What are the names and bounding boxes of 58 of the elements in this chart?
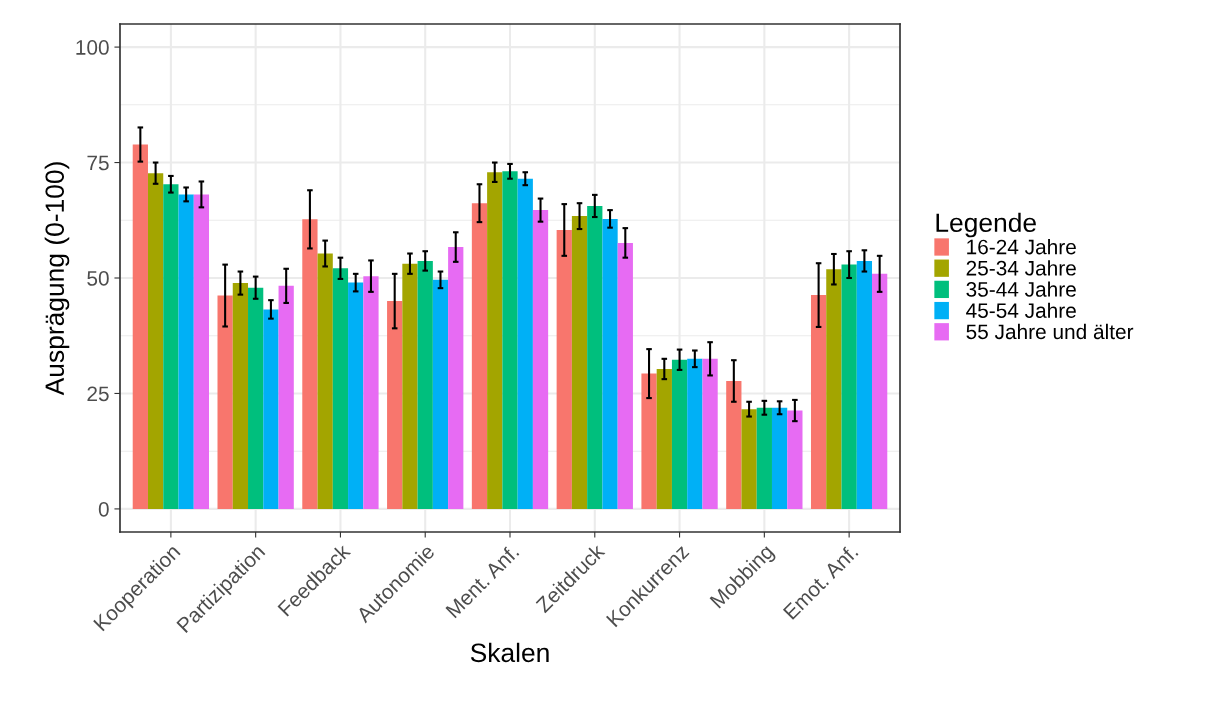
bar bbox=[232, 283, 249, 509]
legend-label: 25-34 Jahre bbox=[966, 260, 1076, 276]
bar bbox=[387, 301, 403, 509]
y-tick-label: 25 bbox=[87, 386, 109, 402]
bar bbox=[348, 282, 364, 509]
bar bbox=[810, 295, 827, 509]
bar bbox=[641, 373, 657, 509]
bar bbox=[556, 229, 572, 509]
bar bbox=[741, 409, 757, 509]
bar bbox=[448, 247, 464, 509]
bar bbox=[263, 309, 279, 509]
bar bbox=[163, 184, 179, 509]
y-axis-title: Ausprägung (0-100) bbox=[44, 162, 70, 396]
bar bbox=[517, 178, 533, 509]
bar bbox=[702, 358, 718, 509]
bar bbox=[532, 210, 549, 509]
bar bbox=[332, 268, 349, 509]
y-tick-label: 0 bbox=[98, 501, 109, 517]
bar bbox=[587, 205, 603, 509]
bar bbox=[602, 218, 618, 509]
legend-label: 16-24 Jahre bbox=[967, 239, 1076, 255]
bar bbox=[656, 368, 672, 509]
bar bbox=[363, 276, 379, 509]
bar bbox=[787, 410, 803, 509]
bar bbox=[771, 407, 788, 509]
bar bbox=[217, 295, 233, 509]
bar bbox=[402, 263, 418, 509]
bar bbox=[132, 144, 148, 509]
y-tick-label: 50 bbox=[87, 271, 109, 286]
bar bbox=[417, 260, 433, 509]
legend-label: 45-54 Jahre bbox=[966, 302, 1076, 318]
bar bbox=[432, 279, 449, 509]
bar bbox=[502, 171, 518, 509]
legend-label: 55 Jahre und älter bbox=[966, 323, 1134, 340]
bar bbox=[178, 194, 194, 509]
bar bbox=[756, 407, 772, 509]
bar bbox=[471, 203, 488, 509]
y-tick-label: 100 bbox=[76, 40, 109, 55]
bar bbox=[826, 269, 842, 509]
bar bbox=[856, 260, 873, 509]
bar bbox=[147, 173, 164, 509]
bar bbox=[726, 380, 742, 509]
bar bbox=[841, 264, 857, 509]
bar bbox=[571, 216, 588, 509]
x-axis-title: Skalen bbox=[470, 642, 549, 663]
bar bbox=[278, 285, 294, 509]
bar bbox=[872, 273, 888, 509]
bar bbox=[671, 359, 688, 509]
bar bbox=[193, 194, 210, 509]
bar bbox=[302, 219, 318, 509]
bar bbox=[617, 242, 633, 509]
bar bbox=[248, 287, 264, 509]
bar bbox=[487, 172, 503, 509]
legend-title: Legende bbox=[936, 212, 1036, 238]
legend-label: 35-44 Jahre bbox=[966, 281, 1076, 297]
bar bbox=[687, 358, 703, 509]
y-tick-label: 75 bbox=[87, 155, 109, 171]
bar bbox=[317, 253, 333, 509]
